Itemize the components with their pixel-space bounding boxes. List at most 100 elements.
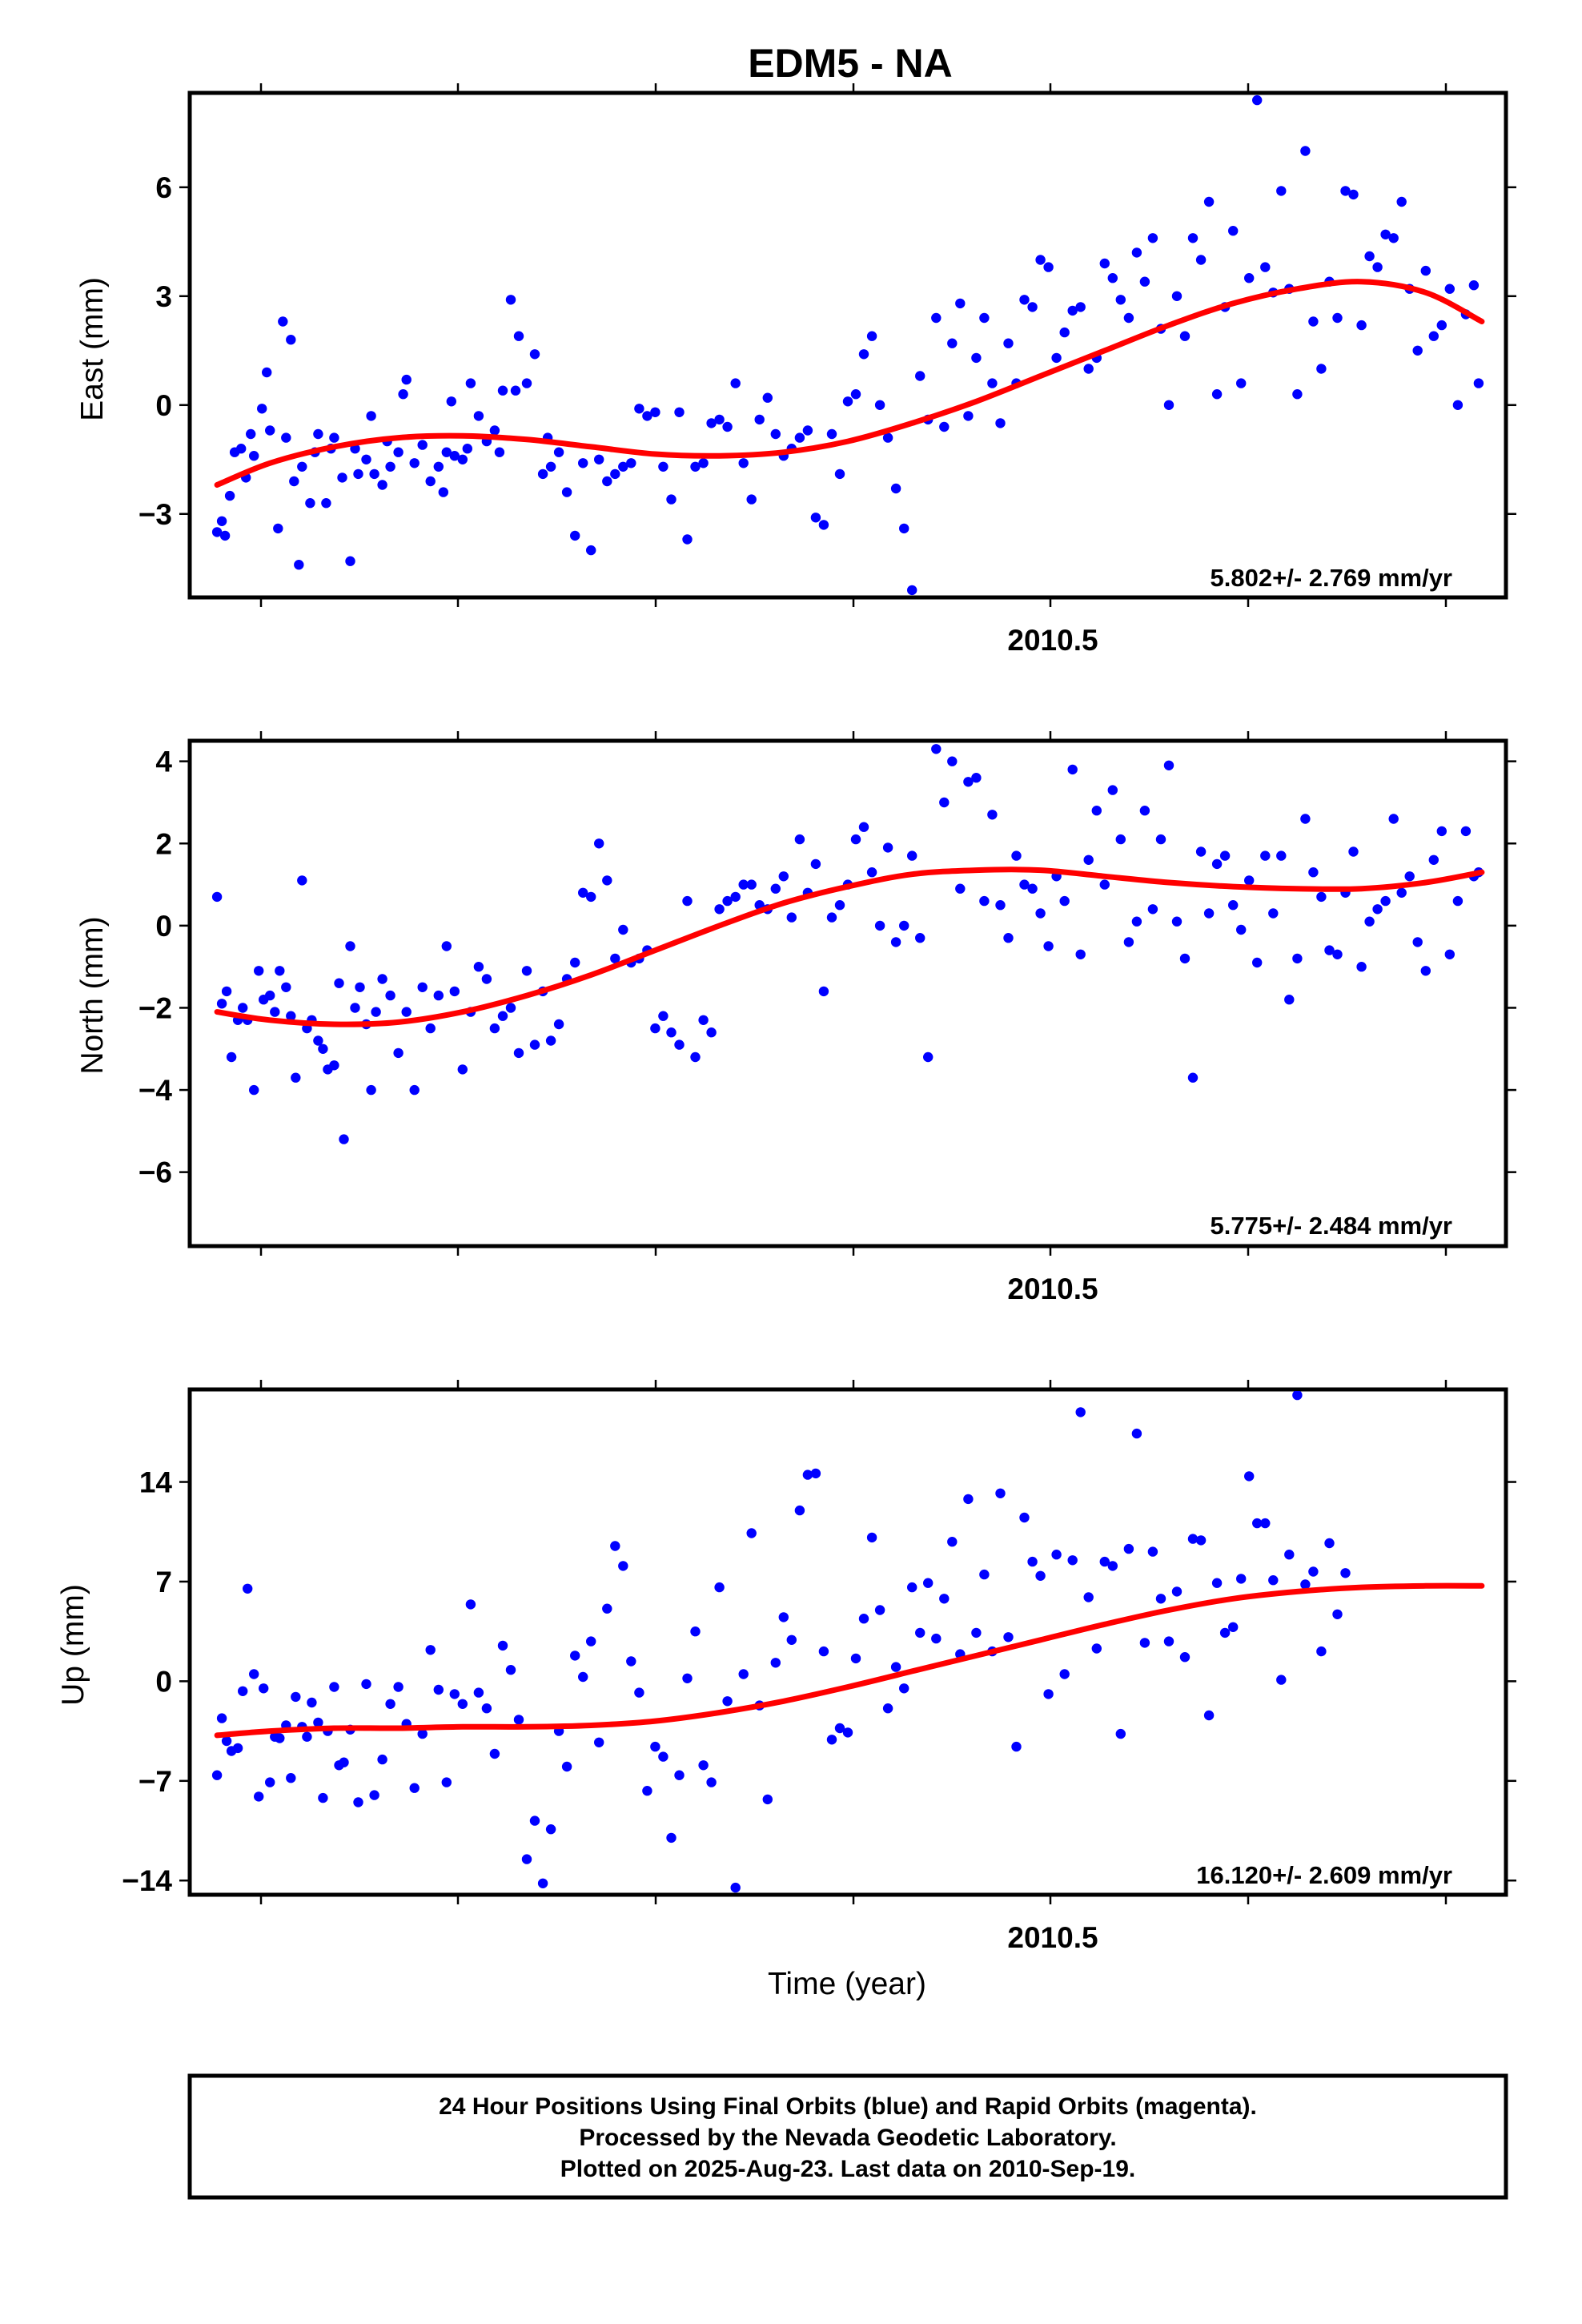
east-data-point xyxy=(939,421,950,432)
north-data-point xyxy=(366,1084,376,1096)
east-data-point xyxy=(810,513,821,523)
east-data-point xyxy=(449,451,460,461)
east-data-point xyxy=(561,487,572,497)
north-data-point xyxy=(1067,764,1078,775)
north-data-point xyxy=(371,1007,381,1017)
north-data-point xyxy=(238,1003,248,1013)
east-data-point xyxy=(1292,389,1303,400)
north-data-point xyxy=(674,1039,685,1050)
north-data-point xyxy=(521,966,532,976)
up-data-point xyxy=(666,1832,677,1844)
east-data-point xyxy=(618,461,628,472)
north-data-point xyxy=(578,887,588,899)
north-data-point xyxy=(810,858,821,870)
north-data-point xyxy=(690,1051,701,1063)
east-data-point xyxy=(417,440,428,450)
up-data-point xyxy=(1284,1550,1295,1560)
north-data-point xyxy=(334,978,344,988)
north-data-point xyxy=(786,912,797,923)
north-data-point xyxy=(1388,814,1399,824)
east-data-point xyxy=(1171,291,1182,301)
east-data-point xyxy=(578,458,588,468)
up-data-point xyxy=(1083,1592,1094,1602)
north-data-point xyxy=(1260,850,1271,861)
up-data-point xyxy=(286,1773,296,1783)
east-data-point xyxy=(281,432,291,443)
north-data-point xyxy=(939,797,950,808)
north-fit-line xyxy=(214,866,1485,1027)
east-data-point xyxy=(257,404,267,414)
up-data-point xyxy=(690,1626,701,1637)
footer-line-1: 24 Hour Positions Using Final Orbits (bl… xyxy=(439,2093,1257,2120)
up-data-point xyxy=(307,1697,317,1708)
north-data-point xyxy=(1123,937,1134,947)
east-data-point xyxy=(1316,364,1327,374)
east-data-point xyxy=(1356,320,1367,331)
up-data-point xyxy=(393,1682,404,1692)
north-data-point xyxy=(1292,953,1303,964)
north-data-point xyxy=(350,1003,360,1013)
north-data-point xyxy=(529,1039,540,1050)
east-data-point xyxy=(1396,196,1407,207)
up-data-point xyxy=(722,1696,733,1707)
north-data-point xyxy=(794,834,805,845)
chart-title: EDM5 - NA xyxy=(748,41,953,86)
north-data-point xyxy=(650,1023,661,1034)
up-data-point xyxy=(473,1687,484,1698)
east-data-point xyxy=(1099,258,1110,269)
east-data-point xyxy=(594,454,604,464)
east-data-point xyxy=(249,451,259,461)
up-data-point xyxy=(1107,1561,1118,1571)
up-data-point xyxy=(417,1728,428,1739)
north-data-point xyxy=(329,1060,339,1071)
east-data-point xyxy=(1364,251,1375,262)
up-data-point xyxy=(457,1699,468,1709)
east-data-point xyxy=(1075,302,1086,312)
east-data-point xyxy=(465,378,476,388)
north-data-point xyxy=(1187,1072,1199,1083)
north-data-point xyxy=(1139,806,1150,816)
up-data-point xyxy=(1171,1586,1182,1597)
north-data-point xyxy=(489,1023,500,1034)
east-data-point xyxy=(216,516,227,526)
north-data-point xyxy=(216,999,227,1009)
up-data-point xyxy=(291,1691,301,1703)
up-data-point xyxy=(770,1658,781,1668)
north-data-point xyxy=(1380,895,1391,907)
up-data-point xyxy=(810,1468,821,1479)
east-data-point xyxy=(537,468,548,480)
north-data-point xyxy=(1236,924,1247,935)
east-data-point xyxy=(409,458,420,468)
east-data-point xyxy=(294,560,304,570)
up-data-point xyxy=(409,1783,420,1793)
up-data-point xyxy=(578,1671,588,1683)
up-data-point xyxy=(1043,1689,1054,1699)
up-data-point xyxy=(1340,1568,1351,1578)
east-y-axis-label: East (mm) xyxy=(75,277,110,421)
up-data-point xyxy=(995,1488,1006,1499)
east-data-point xyxy=(754,414,765,425)
east-data-point xyxy=(497,385,508,396)
up-data-point xyxy=(818,1646,829,1657)
up-data-point xyxy=(265,1777,275,1787)
east-panel: East (mm) 2010.5 5.802+/- 2.769 mm/yr −3… xyxy=(75,83,1516,657)
east-data-point xyxy=(1131,247,1142,258)
up-data-point xyxy=(1260,1518,1271,1529)
north-data-point xyxy=(441,941,452,951)
north-data-point xyxy=(1324,945,1335,955)
east-data-point xyxy=(398,389,408,400)
up-data-point xyxy=(329,1682,339,1692)
east-data-point xyxy=(278,316,288,327)
east-data-point xyxy=(955,298,966,309)
north-data-point xyxy=(297,875,307,886)
up-data-point xyxy=(794,1505,805,1516)
north-data-point xyxy=(714,904,725,915)
up-data-point xyxy=(385,1699,396,1709)
up-panel: Up (mm) 2010.5 16.120+/- 2.609 mm/yr Tim… xyxy=(56,1380,1516,2001)
up-data-point xyxy=(778,1612,789,1622)
up-data-point xyxy=(1019,1512,1030,1523)
east-data-point xyxy=(1228,226,1239,236)
up-data-point xyxy=(313,1717,323,1728)
north-data-point xyxy=(1308,867,1319,878)
up-data-point xyxy=(1252,1518,1263,1529)
